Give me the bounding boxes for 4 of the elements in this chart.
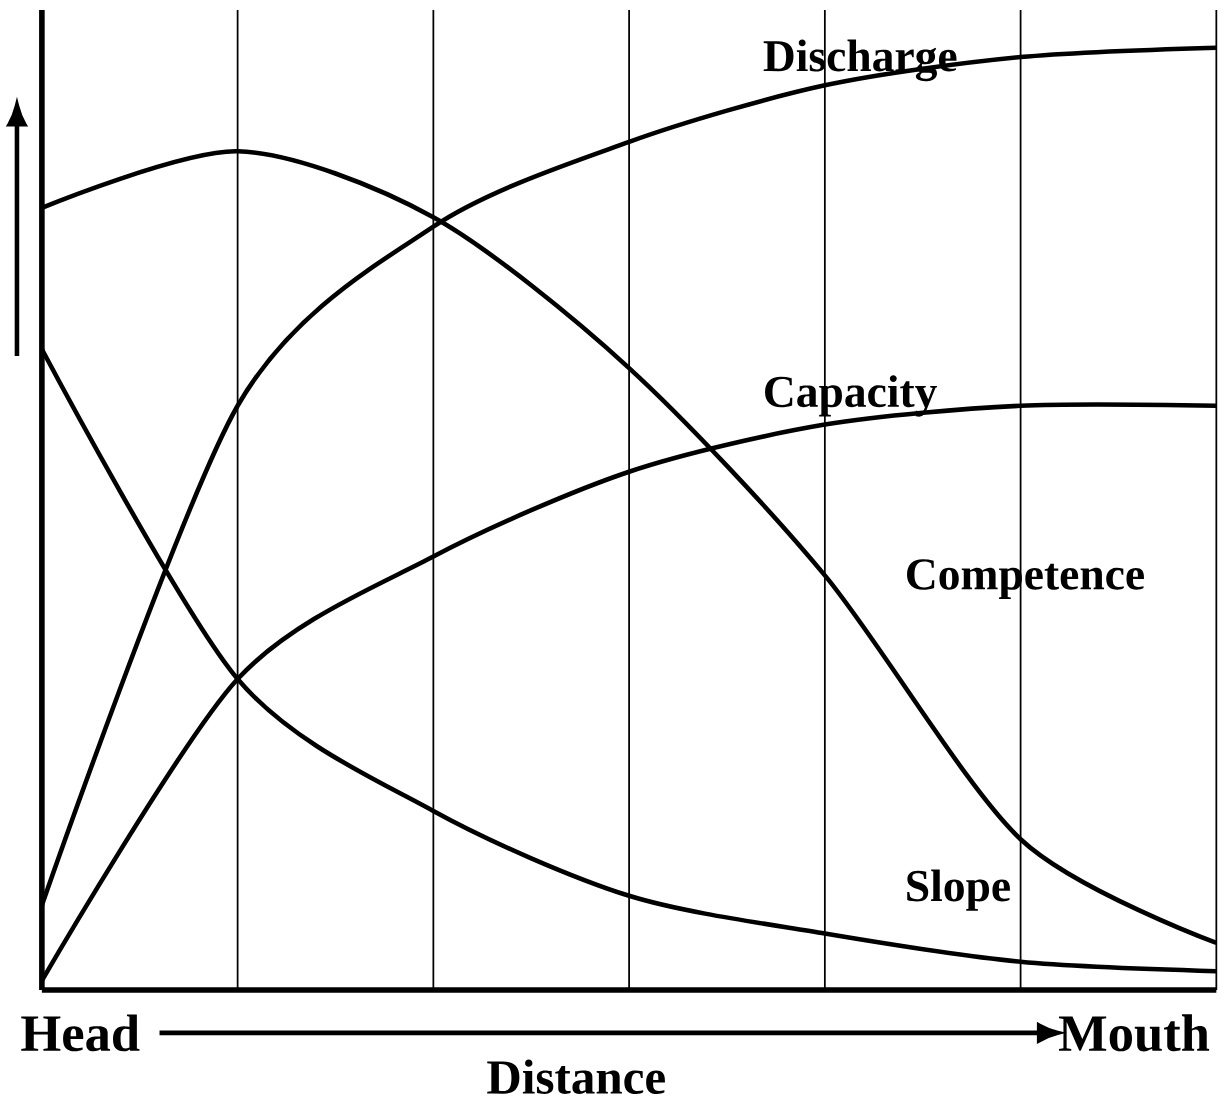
text: Head (21, 1014, 140, 1052)
series-label: Slope (907, 869, 1010, 911)
x-axis-title: Distance (487, 1059, 665, 1095)
text: Mouth (1058, 1014, 1210, 1052)
